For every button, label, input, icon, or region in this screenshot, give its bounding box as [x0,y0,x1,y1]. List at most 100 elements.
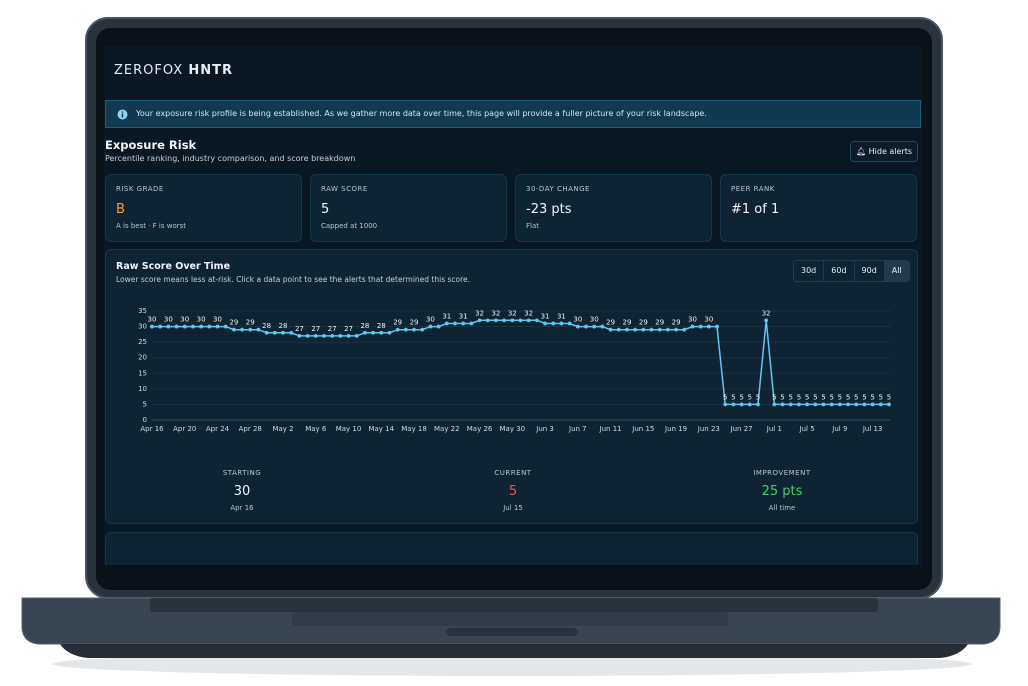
data-point [420,327,425,332]
range-button[interactable]: 90d [853,261,884,281]
card-label: RAW SCORE [321,185,368,193]
value-label: 5 [788,393,792,401]
data-point [526,318,531,323]
x-tick-label: Apr 28 [239,425,262,433]
data-point [510,318,515,323]
data-point [731,402,736,407]
summary-label: STARTING [222,469,262,477]
data-point [747,402,752,407]
data-point [289,330,294,335]
data-point [625,327,629,332]
logo-brand: ZEROFOX [114,63,184,78]
data-point [191,324,195,329]
banner-text: Your exposure risk profile is being esta… [136,109,707,118]
value-label: 29 [622,319,631,327]
data-point [264,330,269,335]
data-point [584,324,588,329]
value-label: 5 [879,393,883,401]
data-point [846,402,850,407]
data-point [608,327,613,332]
chart-title: Raw Score Over Time [116,261,231,272]
value-label: 32 [524,309,533,317]
data-point [829,402,834,407]
data-point [788,402,793,407]
data-point [469,321,474,326]
data-point [444,321,449,326]
hide-alerts-label: Hide alerts [868,147,913,156]
data-point [862,402,867,407]
data-point [338,334,343,338]
data-point [641,327,646,332]
data-point [592,324,597,329]
x-tick-label: Apr 16 [140,425,164,433]
value-label: 29 [639,319,648,327]
range-button[interactable]: 30d [801,266,817,275]
data-point [502,318,507,323]
y-tick-label: 30 [138,323,147,331]
value-label: 30 [197,316,206,324]
range-button[interactable]: All [883,261,909,281]
x-tick-label: Jul 5 [799,425,815,433]
value-label: 5 [731,393,735,401]
data-point [182,324,187,329]
value-label: 5 [780,393,784,401]
x-tick-label: Jul 1 [766,425,782,433]
summary-note: Apr 16 [230,504,254,512]
data-point [698,324,703,329]
range-selector: 30d 60d 90d All [793,260,910,282]
next-panel [105,532,918,565]
x-tick-label: Jul 13 [862,425,883,433]
y-tick-label: 25 [138,338,147,346]
data-point [543,321,547,326]
value-label: 5 [772,393,776,401]
hide-alerts-button[interactable]: 🔔︎ Hide alerts [850,141,918,162]
x-tick-label: Jun 15 [631,425,654,433]
data-point [330,334,335,338]
value-label: 5 [723,393,727,401]
x-tick-label: Jun 27 [730,425,753,433]
value-label: 5 [854,393,858,401]
data-point [674,327,678,332]
summary-note: Jul 15 [503,504,523,512]
data-point [575,324,580,329]
value-label: 27 [311,325,320,333]
data-point [461,321,466,326]
card-note: Capped at 1000 [321,222,378,230]
card-value: B [116,202,125,217]
info-icon [117,109,128,120]
data-point [887,402,891,407]
value-label: 30 [426,316,435,324]
card-label: PEER RANK [731,185,775,193]
card-value: -23 pts [526,202,572,217]
data-point [428,324,433,329]
data-point [305,334,310,338]
x-tick-label: Jun 3 [535,425,554,433]
value-label: 5 [862,393,866,401]
value-label: 30 [573,316,582,324]
stat-card: RISK GRADE B A is best · F is worst [105,174,302,242]
range-button[interactable]: 60d [823,261,853,281]
x-tick-label: May 2 [272,425,293,433]
data-point [453,321,457,326]
x-tick-label: Jun 23 [697,425,720,433]
value-label: 32 [491,309,500,317]
data-point [600,324,605,329]
data-point [854,402,859,407]
value-label: 30 [164,316,173,324]
data-point [272,330,277,335]
data-point [174,324,179,329]
data-point [772,402,777,407]
value-label: 27 [344,325,353,333]
data-point [633,327,638,332]
value-label: 5 [846,393,850,401]
value-label: 30 [590,316,599,324]
logo-product: HNTR [188,63,233,78]
data-point [715,324,719,329]
data-point [551,321,556,326]
data-point [870,402,875,407]
value-label: 30 [688,316,697,324]
value-label: 5 [887,393,891,401]
data-point [322,334,326,338]
data-point [567,321,572,326]
